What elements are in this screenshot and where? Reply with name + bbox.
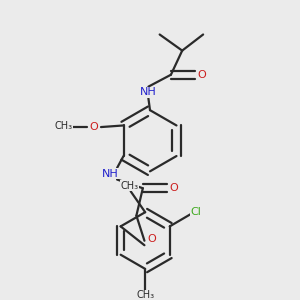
Text: O: O [147, 234, 156, 244]
Text: O: O [170, 183, 178, 193]
Text: NH: NH [140, 88, 157, 98]
Text: CH₃: CH₃ [55, 121, 73, 131]
Text: O: O [198, 70, 206, 80]
Text: CH₃: CH₃ [136, 290, 154, 300]
Text: NH: NH [102, 169, 119, 179]
Text: CH₃: CH₃ [121, 181, 139, 191]
Text: O: O [89, 122, 98, 132]
Text: Cl: Cl [191, 207, 202, 217]
